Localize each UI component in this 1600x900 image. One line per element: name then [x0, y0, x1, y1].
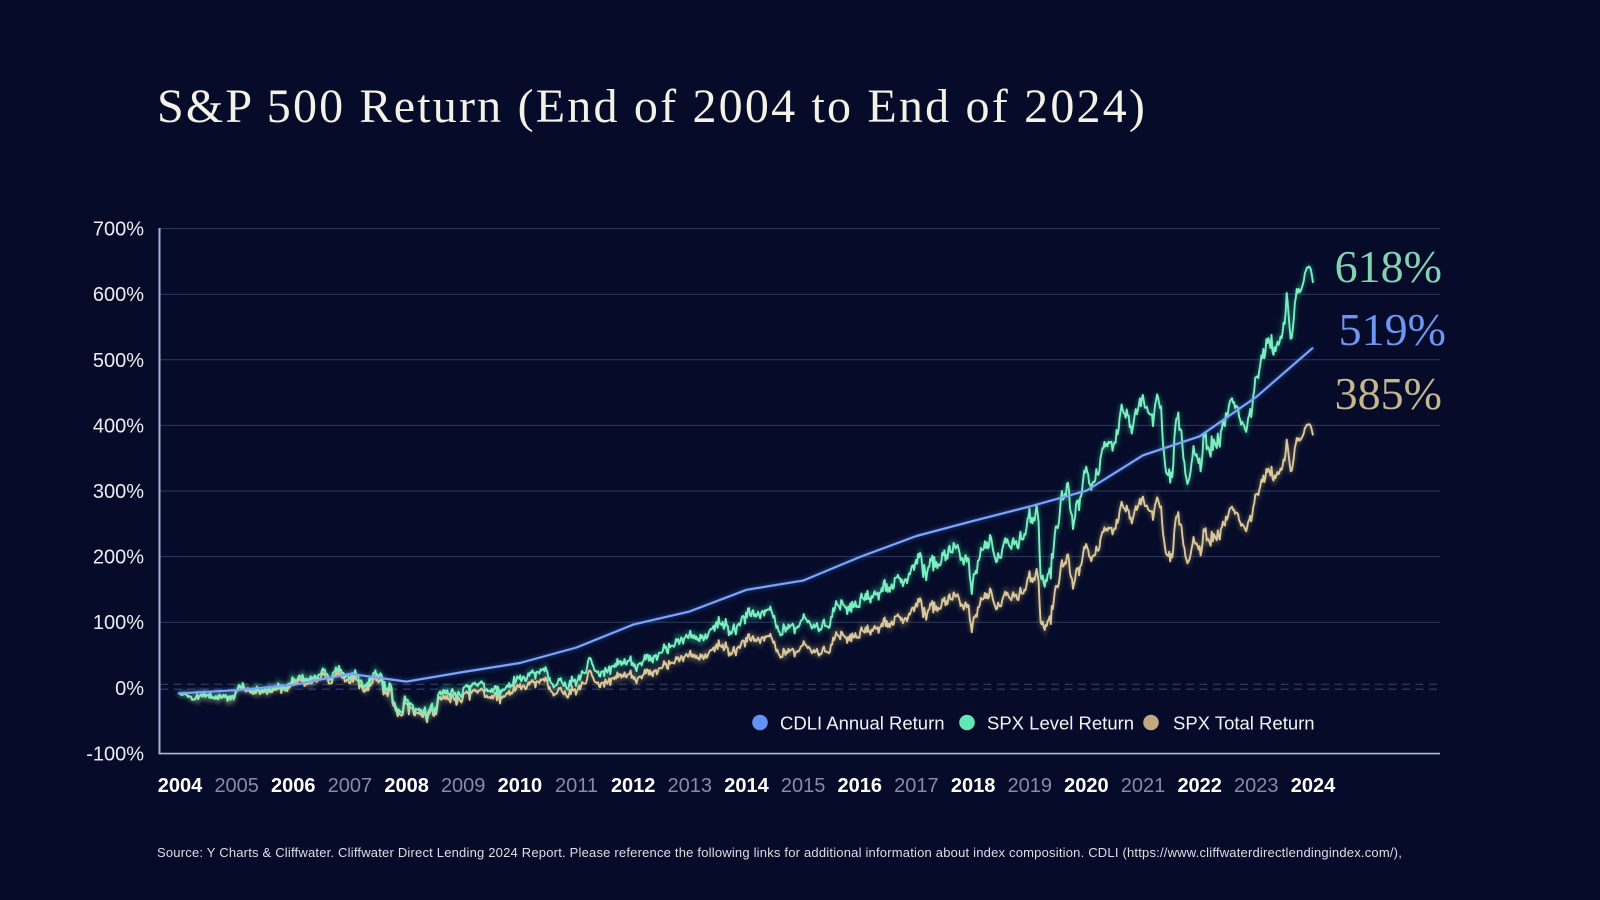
svg-text:2022: 2022 — [1177, 775, 1222, 797]
svg-text:2004: 2004 — [158, 775, 203, 797]
svg-text:618%: 618% — [1335, 241, 1442, 292]
svg-text:2015: 2015 — [781, 775, 826, 797]
svg-text:0%: 0% — [115, 678, 144, 700]
svg-text:2013: 2013 — [668, 775, 713, 797]
svg-text:2024: 2024 — [1291, 775, 1336, 797]
svg-text:2023: 2023 — [1234, 775, 1279, 797]
svg-text:519%: 519% — [1339, 304, 1446, 355]
svg-text:100%: 100% — [93, 612, 144, 634]
svg-text:2008: 2008 — [384, 775, 429, 797]
svg-text:385%: 385% — [1335, 368, 1442, 419]
svg-text:2010: 2010 — [498, 775, 543, 797]
svg-text:2011: 2011 — [555, 775, 598, 797]
svg-text:2020: 2020 — [1064, 775, 1109, 797]
svg-text:-100%: -100% — [86, 743, 144, 765]
svg-text:2007: 2007 — [328, 775, 373, 797]
svg-text:Source: Y Charts & Cliffwater.: Source: Y Charts & Cliffwater. Cliffwate… — [157, 845, 1402, 860]
svg-text:2017: 2017 — [894, 775, 939, 797]
svg-text:2012: 2012 — [611, 775, 656, 797]
svg-text:CDLI Annual Return: CDLI Annual Return — [780, 713, 945, 734]
svg-text:500%: 500% — [93, 350, 144, 372]
svg-text:2016: 2016 — [838, 775, 883, 797]
svg-text:2019: 2019 — [1008, 775, 1053, 797]
svg-text:2005: 2005 — [214, 775, 259, 797]
svg-text:2018: 2018 — [951, 775, 996, 797]
svg-text:200%: 200% — [93, 547, 144, 569]
svg-text:2014: 2014 — [724, 775, 769, 797]
svg-text:SPX Total Return: SPX Total Return — [1173, 713, 1315, 734]
svg-text:600%: 600% — [93, 284, 144, 306]
svg-text:2021: 2021 — [1121, 775, 1166, 797]
svg-text:300%: 300% — [93, 481, 144, 503]
svg-text:SPX Level Return: SPX Level Return — [987, 713, 1134, 734]
svg-text:400%: 400% — [93, 415, 144, 437]
svg-text:2009: 2009 — [441, 775, 486, 797]
svg-text:S&P 500 Return (End of 2004 to: S&P 500 Return (End of 2004 to End of 20… — [157, 80, 1147, 133]
svg-text:2006: 2006 — [271, 775, 316, 797]
svg-text:700%: 700% — [93, 219, 144, 241]
